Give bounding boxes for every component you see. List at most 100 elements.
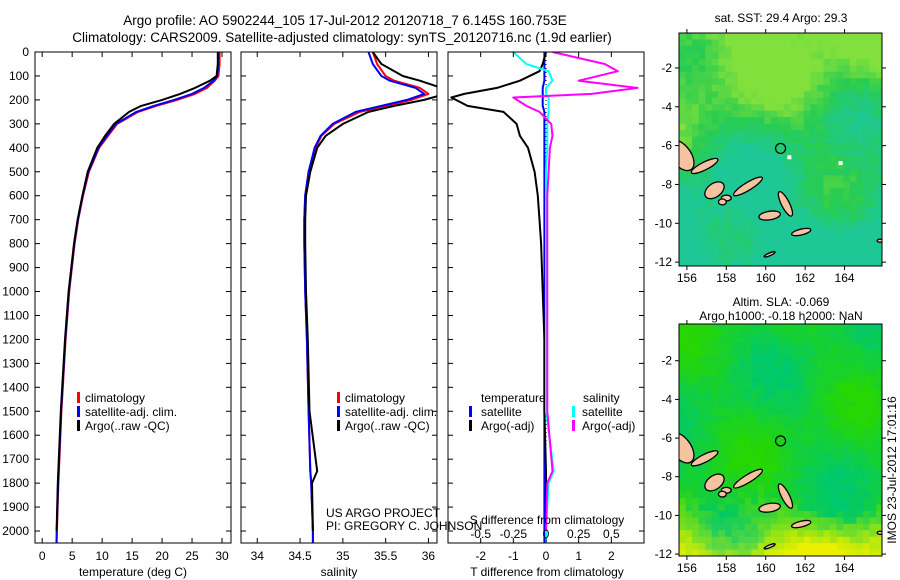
map-cell (869, 240, 877, 248)
map-cell (731, 259, 739, 266)
map-cell (784, 362, 792, 370)
map-cell (725, 517, 733, 525)
map-cell (869, 362, 877, 370)
island-shape (732, 468, 764, 489)
map-cell (849, 253, 857, 261)
map-cell (843, 336, 851, 344)
map-cell (862, 401, 871, 409)
map-cell (836, 336, 844, 344)
map-cell (685, 324, 693, 331)
map-cell (764, 246, 772, 254)
map-cell (830, 97, 838, 105)
map-cell (744, 491, 752, 499)
map-cell (817, 420, 825, 428)
map-cell (744, 104, 752, 112)
map-cell (823, 39, 831, 47)
map-cell (777, 375, 785, 383)
map-cell (685, 543, 693, 551)
island-shape (790, 519, 812, 529)
map-cell (679, 181, 687, 189)
map-cell (698, 214, 706, 222)
map-cell (869, 440, 877, 447)
map-cell (817, 110, 825, 118)
map-cell (817, 143, 825, 151)
map-cell (869, 194, 877, 202)
map-cell (711, 143, 719, 151)
map-cell (725, 362, 733, 370)
map-cell (790, 452, 798, 460)
map-cell (830, 45, 838, 53)
map-cell (790, 336, 798, 344)
map-cell (685, 369, 693, 377)
map-cell (856, 259, 864, 266)
map-cell (849, 240, 857, 248)
map-cell (685, 472, 693, 480)
map-cell (764, 523, 772, 531)
map-cell (810, 175, 818, 183)
map-cell (744, 349, 752, 357)
map-cell (705, 84, 713, 92)
map-cell (771, 452, 779, 460)
map-cell (764, 78, 772, 86)
map-cell (679, 175, 687, 183)
map-cell (692, 84, 700, 92)
map-cell (757, 104, 765, 112)
map-cell (718, 246, 726, 254)
map-cell (744, 407, 752, 415)
map-cell (836, 207, 844, 215)
map-cell (790, 110, 798, 118)
x2-tick-label: 0.25 (567, 527, 591, 541)
map-cell (817, 440, 825, 447)
map-cell (757, 45, 765, 53)
map-cell (698, 543, 706, 551)
map-cell (836, 543, 844, 551)
map-cell (744, 427, 752, 435)
map-cell (731, 71, 739, 79)
map-cell (843, 52, 851, 60)
map-cell (751, 485, 759, 493)
map-cell (698, 504, 706, 512)
island-shape (732, 176, 764, 197)
map-cell (718, 401, 726, 409)
map-cell (869, 536, 877, 544)
map-cell (797, 414, 805, 422)
map-cell (692, 149, 700, 157)
map-cell (862, 233, 871, 241)
map-cell (725, 65, 733, 73)
map-cell (803, 97, 811, 105)
y-tick-label: 1500 (2, 404, 29, 418)
map-cell (738, 149, 746, 157)
map-cell (692, 227, 700, 235)
map-cell (803, 259, 811, 266)
map-cell (731, 227, 739, 235)
map-cell (869, 420, 877, 428)
map-cell (784, 517, 792, 525)
map-cell (797, 498, 805, 505)
map-cell (803, 504, 811, 512)
map-cell (692, 388, 700, 396)
map-cell (744, 414, 752, 422)
map-cell (731, 246, 739, 254)
map-cell (862, 259, 871, 266)
map-cell (692, 91, 700, 99)
map-cell (679, 549, 687, 556)
map-cell (862, 168, 871, 176)
map-cell (685, 375, 693, 383)
legend-swatch-argo (77, 420, 80, 431)
map-cell (692, 420, 700, 428)
map-cell (784, 78, 792, 86)
map-cell (777, 240, 785, 248)
map-cell (744, 362, 752, 370)
map-cell (698, 465, 706, 473)
map-cell (810, 349, 818, 357)
map-cell (849, 433, 857, 441)
map-cell (823, 375, 831, 383)
map-cell (751, 97, 759, 105)
map-cell (764, 343, 772, 351)
figure-title-line2: Climatology: CARS2009. Satellite-adjuste… (72, 30, 612, 45)
map-cell (725, 330, 733, 338)
map-cell (705, 369, 713, 377)
map-cell (836, 465, 844, 473)
map-cell (777, 530, 785, 538)
map-cell (862, 498, 871, 505)
